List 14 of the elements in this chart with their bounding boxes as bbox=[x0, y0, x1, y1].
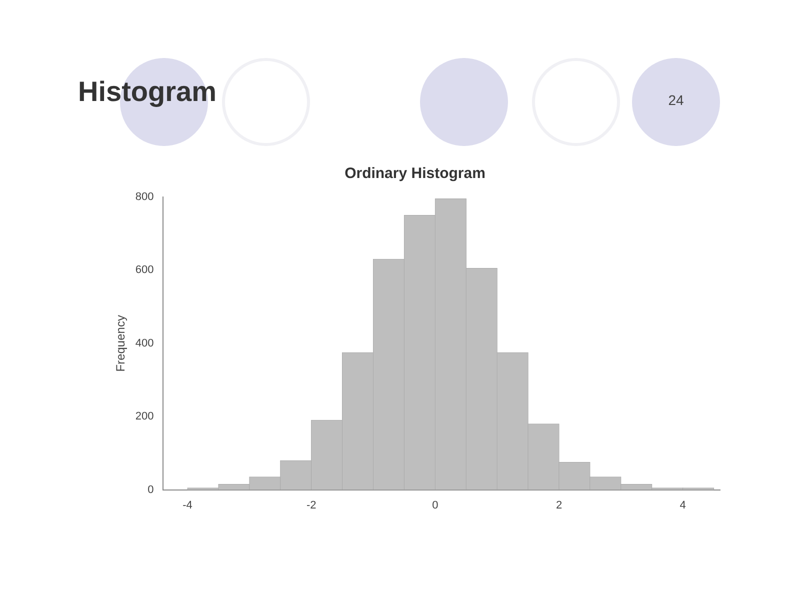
x-tick-label: -4 bbox=[182, 499, 192, 512]
chart-title: Histogram bbox=[78, 76, 216, 108]
y-tick-label: 800 bbox=[135, 191, 154, 204]
y-tick-label: 600 bbox=[135, 264, 154, 276]
x-tick-label: -2 bbox=[306, 499, 316, 512]
y-tick-label: 200 bbox=[135, 410, 154, 423]
y-tick-label: 0 bbox=[148, 484, 154, 496]
y-tick-label: 400 bbox=[135, 337, 154, 350]
x-tick-label: 4 bbox=[680, 499, 686, 512]
y-axis-title: Frequency bbox=[114, 315, 128, 372]
x-tick-label: 0 bbox=[432, 499, 438, 512]
x-tick-label: 2 bbox=[556, 499, 562, 512]
text: 24 bbox=[667, 92, 685, 108]
chart-subtitle: Ordinary Histogram bbox=[344, 165, 486, 182]
